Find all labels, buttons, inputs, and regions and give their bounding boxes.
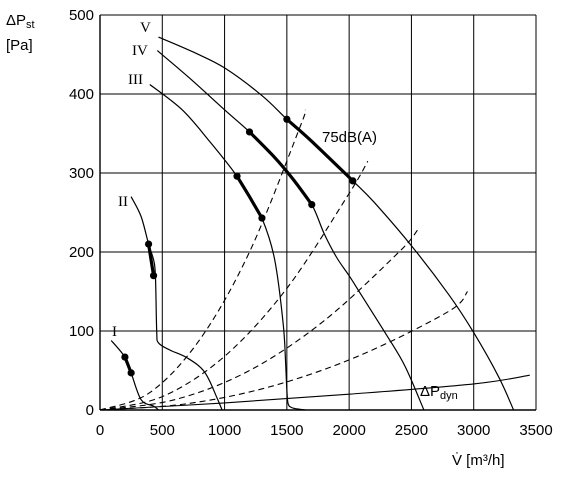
db-segment-IV <box>247 130 314 207</box>
y-tick-label-500: 500 <box>69 7 94 24</box>
annotation-dpdyn: ΔPdyn <box>420 383 458 402</box>
annotation-75db: 75dB(A) <box>322 129 377 146</box>
fan-curve-IV <box>156 50 425 411</box>
curve-label-IV: IV <box>132 43 148 59</box>
db-point-V-end <box>349 177 357 185</box>
y-axis-title: ΔPst <box>6 12 35 31</box>
x-tick-label-3500: 3500 <box>519 422 552 439</box>
y-tick-label-100: 100 <box>69 323 94 340</box>
db-segment-V <box>285 117 355 183</box>
fan-curve-III <box>149 84 306 411</box>
db-point-III-start <box>233 172 241 180</box>
x-axis-title: V̇ [m³/h] <box>452 452 505 469</box>
system-curve-4 <box>99 291 468 411</box>
db-segment-III <box>235 174 264 220</box>
y-tick-label-200: 200 <box>69 244 94 261</box>
curves-layer <box>99 36 530 411</box>
x-tick-label-2500: 2500 <box>395 422 428 439</box>
curve-label-V: V <box>140 20 151 36</box>
system-curve-3 <box>99 229 419 411</box>
curve-label-III: III <box>128 72 143 88</box>
curve-label-I: I <box>112 324 117 340</box>
x-tick-label-3000: 3000 <box>457 422 490 439</box>
curve-label-II: II <box>118 194 128 210</box>
x-tick-label-2000: 2000 <box>332 422 365 439</box>
db-point-III-end <box>258 214 266 222</box>
x-tick-label-0: 0 <box>96 422 104 439</box>
dynamic-pressure-curve <box>99 374 530 411</box>
db-point-IV-end <box>308 201 316 209</box>
system-curve-2 <box>99 160 369 411</box>
db-point-II-end <box>149 272 158 280</box>
y-tick-label-400: 400 <box>69 86 94 103</box>
ticks-layer: 0 500 1000 1500 2000 2500 3000 3500 0 100 200 300 40… <box>69 7 553 439</box>
db-point-I-end <box>127 369 135 377</box>
y-axis-unit: [Pa] <box>6 37 33 54</box>
y-tick-label-300: 300 <box>69 165 94 182</box>
x-tick-label-1500: 1500 <box>270 422 303 439</box>
db-point-V-start <box>283 115 291 123</box>
y-tick-label-0: 0 <box>86 402 94 419</box>
db-point-II-start <box>144 240 153 248</box>
x-tick-label-1000: 1000 <box>208 422 241 439</box>
db-point-IV-start <box>245 128 254 136</box>
x-tick-label-500: 500 <box>150 422 175 439</box>
system-curve-1 <box>99 109 307 411</box>
grid <box>99 14 537 411</box>
db-point-I-start <box>121 353 129 361</box>
